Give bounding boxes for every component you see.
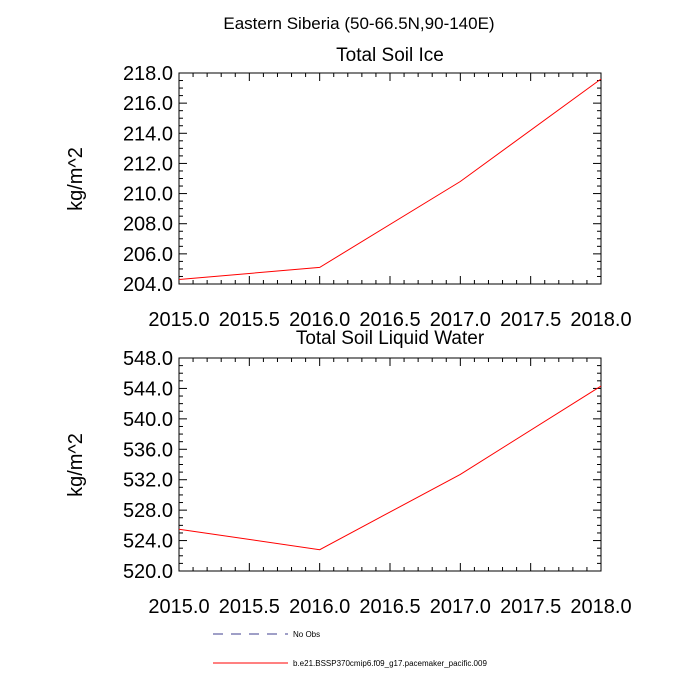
x-tick-label: 2016.5: [359, 309, 420, 331]
y-tick-label: 210.0: [123, 184, 173, 206]
y-axis-label: kg/m^2: [65, 147, 87, 211]
plot-frame: [178, 357, 602, 572]
x-tick-label: 2018.0: [570, 309, 631, 331]
x-tick-label: 2015.0: [148, 309, 209, 331]
y-tick-label: 214.0: [123, 123, 173, 145]
x-tick-label: 2016.0: [289, 596, 350, 618]
x-tick-label: 2016.5: [359, 596, 420, 618]
y-tick-label: 532.0: [123, 470, 173, 492]
plot-area: 2015.0 2015.5 2016.0 2016.5 2017.0 2017.5 2018…: [123, 348, 632, 618]
plot-frame: [178, 72, 602, 285]
legend-label-no-obs: No Obs: [293, 630, 320, 639]
series-line: [178, 78, 602, 280]
x-tick-label: 2017.0: [430, 596, 491, 618]
x-tick-label: 2015.5: [219, 309, 280, 331]
y-tick-label: 216.0: [123, 93, 173, 115]
x-tick-label: 2018.0: [570, 596, 631, 618]
panel-total-soil-liquid-water: Total Soil Liquid Water kg/m^2 2015.0 201…: [65, 328, 632, 618]
x-tick-label: 2016.0: [289, 309, 350, 331]
y-tick-label: 212.0: [123, 153, 173, 175]
panel-total-soil-ice: Total Soil Ice kg/m^2 2015.0 2015.5 2016.0…: [65, 45, 632, 331]
y-tick-label: 544.0: [123, 378, 173, 400]
y-tick-label: 536.0: [123, 439, 173, 461]
x-tick-label: 2015.0: [148, 596, 209, 618]
y-tick-label: 218.0: [123, 63, 173, 85]
figure-title: Eastern Siberia (50-66.5N,90-140E): [223, 14, 494, 33]
x-tick-label: 2015.5: [219, 596, 280, 618]
panel-title: Total Soil Ice: [336, 45, 444, 66]
y-tick-label: 524.0: [123, 531, 173, 553]
y-tick-label: 204.0: [123, 274, 173, 296]
y-tick-label: 520.0: [123, 561, 173, 583]
legend-label-model: b.e21.BSSP370cmip6.f09_g17.pacemaker_pac…: [293, 659, 487, 668]
panel-title: Total Soil Liquid Water: [296, 328, 485, 349]
y-axis-label: kg/m^2: [65, 433, 87, 497]
plot-area: 2015.0 2015.5 2016.0 2016.5 2017.0 2017.5 2018…: [123, 63, 632, 331]
legend: No Obs b.e21.BSSP370cmip6.f09_g17.pacema…: [213, 630, 487, 668]
y-tick-label: 548.0: [123, 348, 173, 370]
y-tick-label: 206.0: [123, 244, 173, 266]
y-tick-label: 540.0: [123, 409, 173, 431]
series-line: [178, 385, 602, 551]
x-tick-label: 2017.5: [500, 309, 561, 331]
y-tick-label: 208.0: [123, 214, 173, 236]
x-tick-label: 2017.0: [430, 309, 491, 331]
x-tick-label: 2017.5: [500, 596, 561, 618]
y-tick-label: 528.0: [123, 500, 173, 522]
